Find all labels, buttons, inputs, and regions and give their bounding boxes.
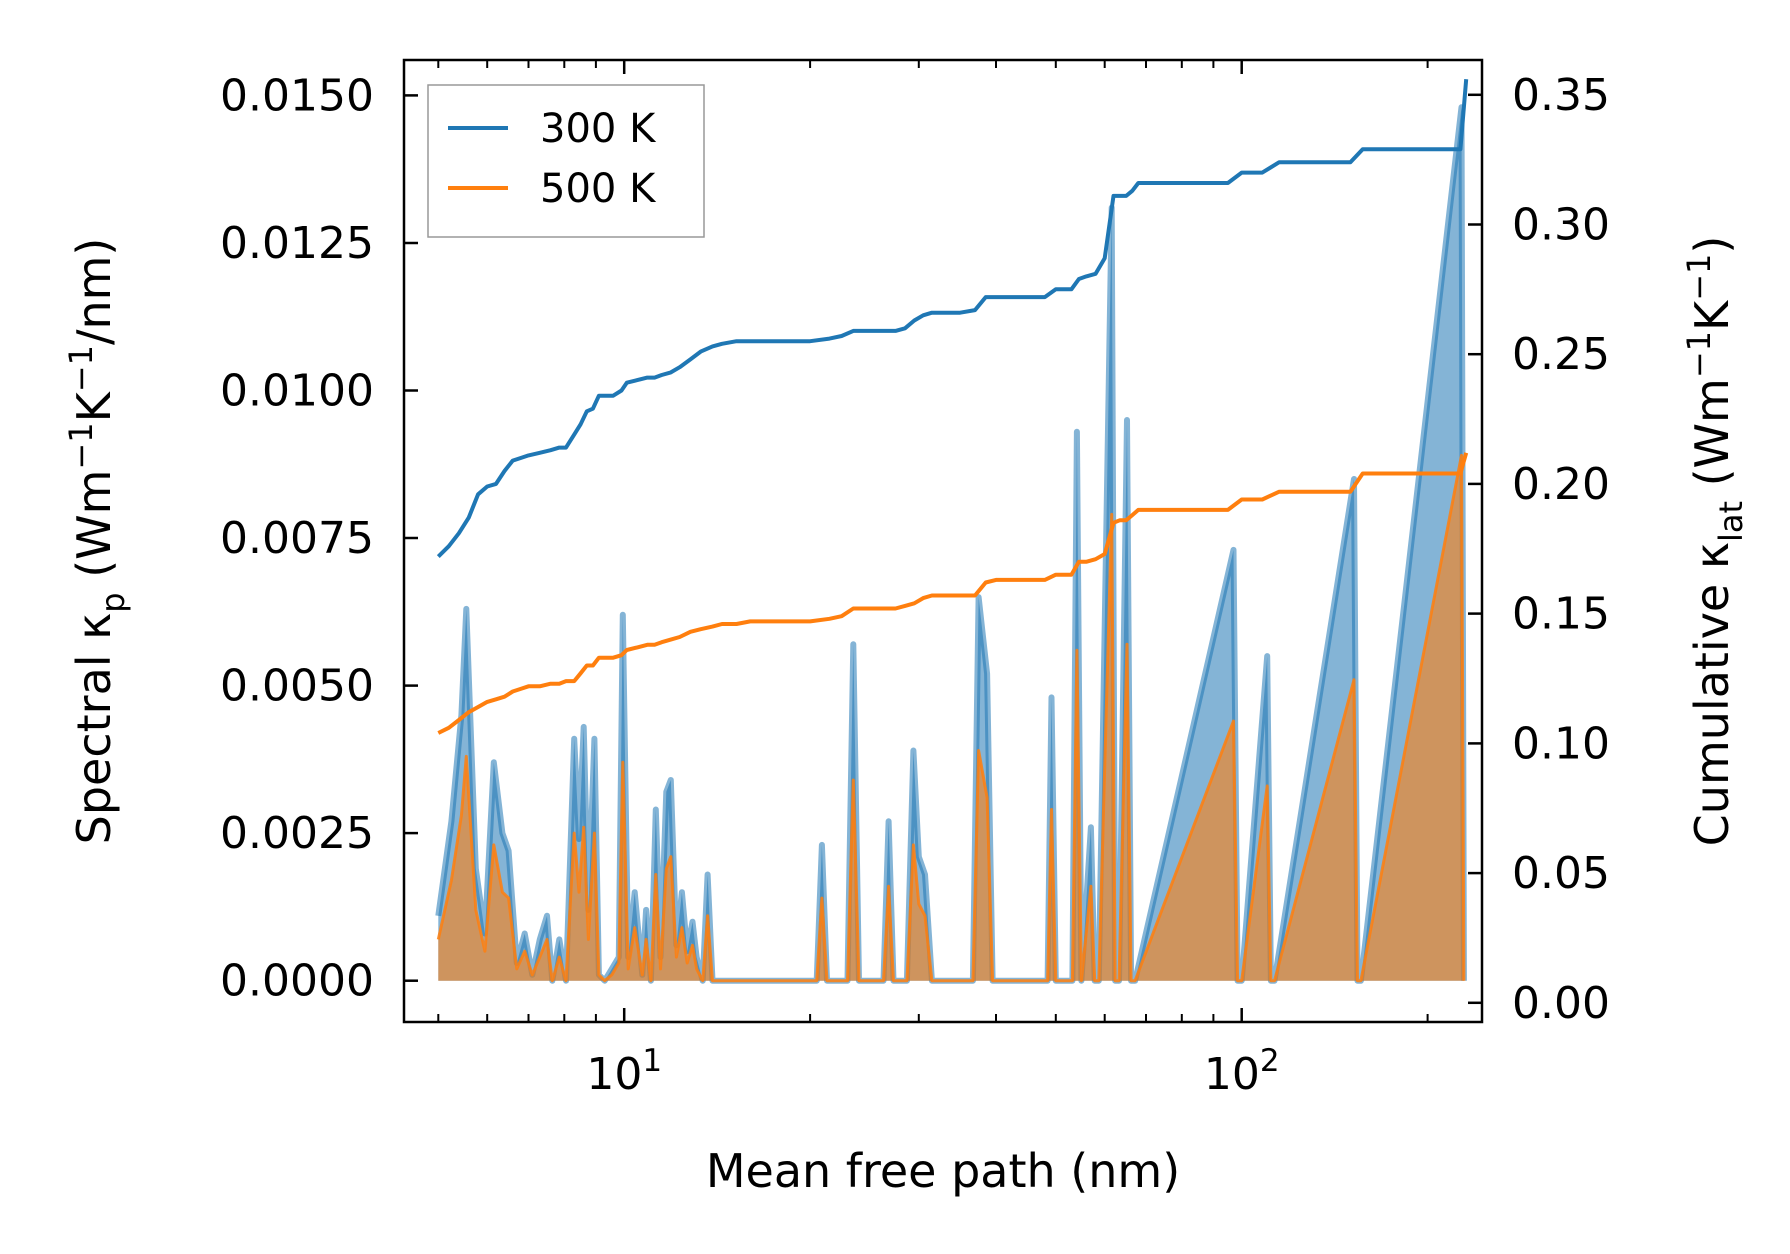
- y-right-title-sub: lat: [1712, 501, 1750, 542]
- y-right-title-unit-pre: (Wm: [1685, 378, 1739, 501]
- y-right-tick-label: 0.15: [1512, 589, 1610, 640]
- y-left-tick-label: 0.0150: [220, 70, 374, 121]
- x-tick-label-exp: 1: [642, 1043, 662, 1079]
- y-left-tick-label: 0.0000: [220, 956, 374, 1007]
- y-right-tick-label: 0.20: [1512, 459, 1610, 510]
- y-right-title-sup2: −1: [1680, 254, 1718, 301]
- y-left-tick-label: 0.0075: [220, 513, 374, 564]
- y-left-title-sup2: −1: [62, 345, 100, 392]
- y-right-tick-label: 0.05: [1512, 848, 1610, 899]
- legend-label-300k: 300 K: [540, 106, 657, 152]
- y-axis-left-title: Spectral κp (Wm−1K−1/nm): [62, 238, 132, 845]
- y-right-title-main: Cumulative κ: [1685, 542, 1739, 846]
- y-left-title-unit-post: /nm): [67, 238, 121, 345]
- y-right-tick-label: 0.25: [1512, 329, 1610, 380]
- y-left-tick-label: 0.0025: [220, 808, 374, 859]
- spectral-fill-500k: [438, 455, 1464, 981]
- y-left-tick-label: 0.0125: [220, 218, 374, 269]
- y-left-title-sup1: −1: [62, 422, 100, 469]
- cumulative-line-300k: [436, 79, 1469, 559]
- spectral-line-500k: [436, 453, 1466, 983]
- spectral-fill-300k: [438, 107, 1464, 981]
- legend-label-500k: 500 K: [540, 166, 657, 212]
- x-tick-label: 101: [586, 1043, 662, 1100]
- cumulative-series-layer: [436, 79, 1469, 735]
- y-left-tick-label: 0.0100: [220, 366, 374, 417]
- axis-ticks: [404, 60, 1482, 1022]
- y-left-title-main: Spectral κ: [67, 613, 121, 845]
- y-right-tick-label: 0.10: [1512, 718, 1610, 769]
- y-right-tick-label: 0.35: [1512, 70, 1610, 121]
- y-left-tick-label: 0.0050: [220, 661, 374, 712]
- x-axis-title: Mean free path (nm): [706, 1144, 1180, 1198]
- y-right-title-unit-post: ): [1685, 236, 1739, 254]
- x-tick-label-exp: 2: [1260, 1043, 1280, 1079]
- legend-frame: [427, 84, 705, 238]
- y-right-tick-label: 0.30: [1512, 200, 1610, 251]
- y-axis-right-title: Cumulative κlat (Wm−1K−1): [1680, 236, 1750, 847]
- y-right-title-mid: K: [1685, 299, 1739, 331]
- x-tick-label: 102: [1204, 1043, 1280, 1100]
- y-left-title-unit-pre: (Wm: [67, 470, 121, 593]
- cumulative-line-500k: [437, 452, 1469, 735]
- legend: 300 K 500 K: [427, 84, 705, 238]
- y-right-title-sup1: −1: [1680, 331, 1718, 378]
- y-left-title-mid: K: [67, 390, 121, 422]
- x-tick-label-base: 10: [1204, 1049, 1260, 1100]
- y-left-title-sub: p: [94, 592, 132, 612]
- plot-frame: [402, 58, 1484, 1024]
- y-right-tick-label: 0.00: [1512, 978, 1610, 1029]
- axis-tick-labels: 101 1020.00000.00250.00500.00750.01000.01…: [220, 70, 1610, 1100]
- x-tick-label-base: 10: [586, 1049, 642, 1100]
